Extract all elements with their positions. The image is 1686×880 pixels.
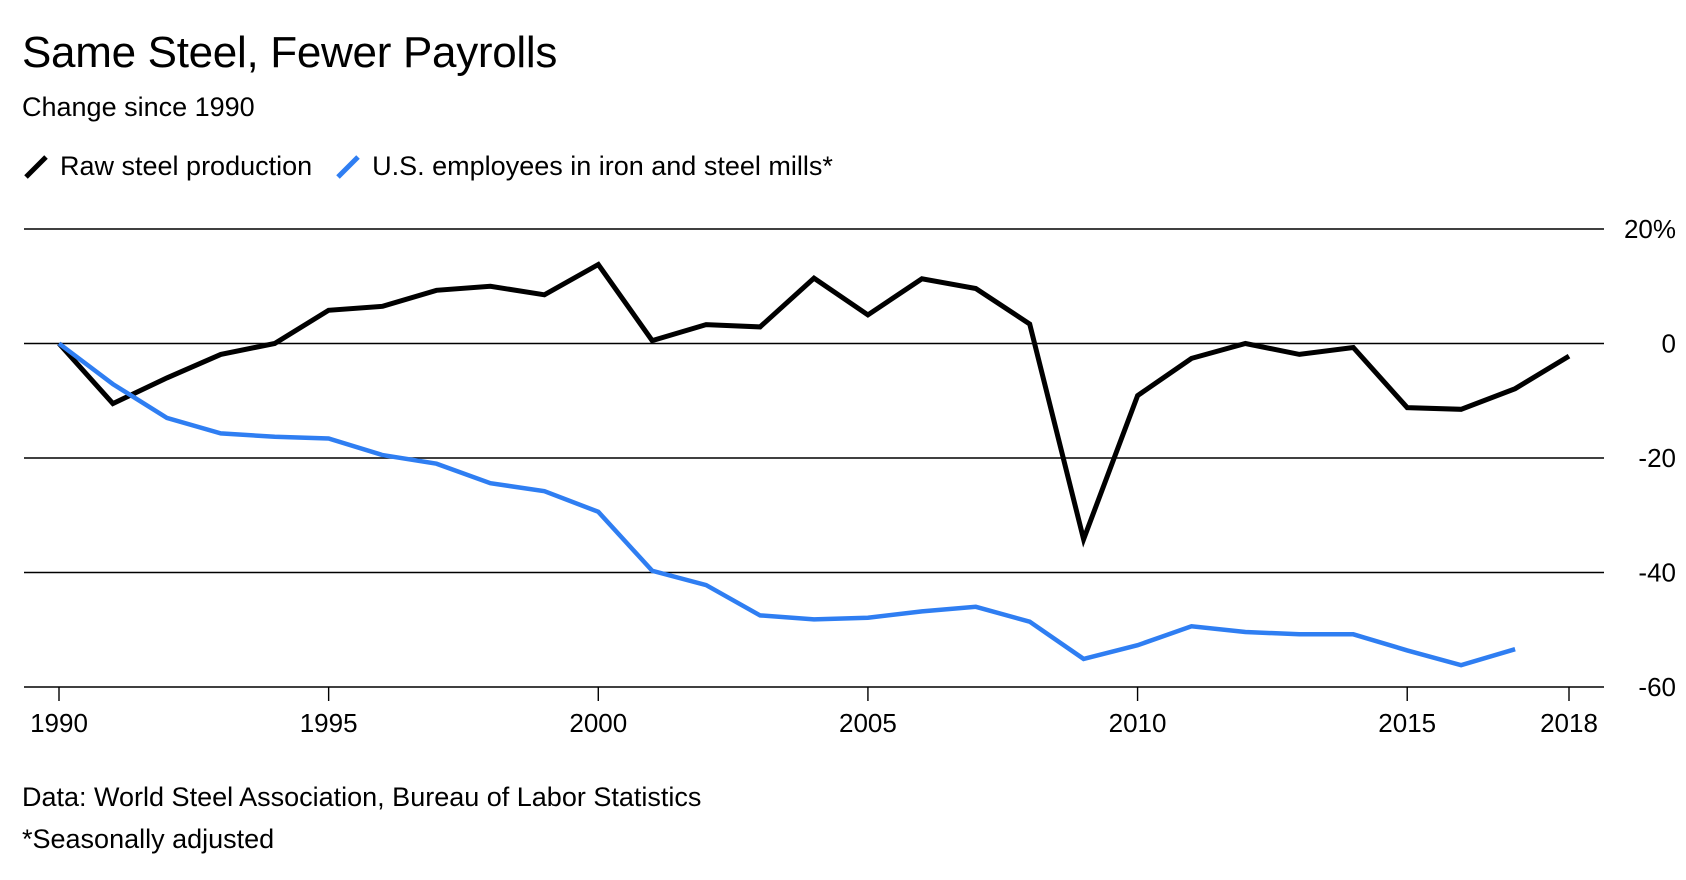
x-tick-label: 2000 bbox=[569, 708, 627, 738]
x-tick-label: 1990 bbox=[30, 708, 88, 738]
legend-swatch-black-line-icon bbox=[22, 151, 52, 181]
y-tick-label: 0 bbox=[1662, 329, 1676, 359]
series-line-raw-steel-production bbox=[57, 261, 1571, 548]
footnote: *Seasonally adjusted bbox=[22, 824, 275, 854]
y-axis: 20% 0 -20 -40 -60 bbox=[1624, 214, 1676, 702]
y-tick-label: 20% bbox=[1624, 214, 1676, 244]
legend-item-raw-steel-production: Raw steel production bbox=[22, 151, 312, 182]
series-line-us-employees bbox=[57, 341, 1516, 668]
chart-subtitle: Change since 1990 bbox=[22, 92, 255, 122]
x-tick-label: 2005 bbox=[839, 708, 897, 738]
source-note: Data: World Steel Association, Bureau of… bbox=[22, 782, 702, 812]
y-tick-label: -60 bbox=[1638, 672, 1676, 702]
x-tick-label: 2018 bbox=[1540, 708, 1598, 738]
chart-title: Same Steel, Fewer Payrolls bbox=[22, 28, 558, 77]
y-tick-label: -40 bbox=[1638, 558, 1676, 588]
legend-swatch-blue-line-icon bbox=[334, 151, 364, 181]
y-tick-label: -20 bbox=[1638, 443, 1676, 473]
x-tick-label: 2015 bbox=[1378, 708, 1436, 738]
x-tick-label: 2010 bbox=[1109, 708, 1167, 738]
line-chart: 1990 1995 2000 2005 2010 2015 2018 20% 0 -20 -40 -… bbox=[24, 214, 1676, 738]
legend-label-us-employees: U.S. employees in iron and steel mills* bbox=[372, 150, 833, 181]
gridlines bbox=[24, 228, 1604, 688]
chart-legend: Raw steel production U.S. employees in i… bbox=[22, 150, 855, 182]
legend-item-us-employees: U.S. employees in iron and steel mills* bbox=[334, 151, 833, 182]
series-lines bbox=[57, 261, 1571, 668]
legend-label-raw-steel-production: Raw steel production bbox=[60, 150, 313, 181]
x-axis: 1990 1995 2000 2005 2010 2015 2018 bbox=[30, 687, 1598, 738]
x-tick-label: 1995 bbox=[300, 708, 358, 738]
